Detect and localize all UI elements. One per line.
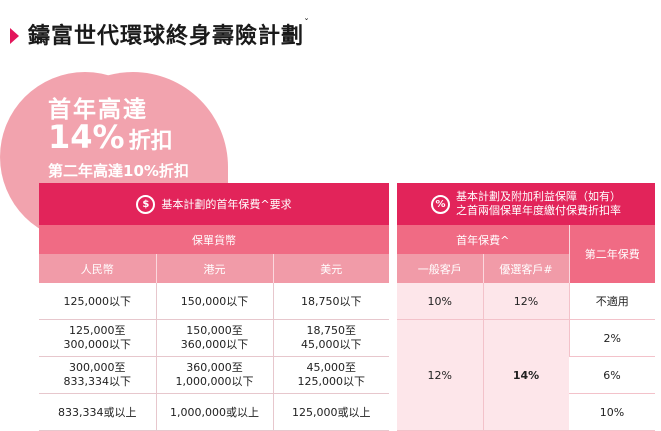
table-row: 6% <box>397 356 656 394</box>
premium-year-row: 首年保費^ 第二年保費 <box>397 225 656 283</box>
dollar-icon: $ <box>136 194 156 214</box>
merged-preferred-cell: 14% <box>482 319 569 431</box>
cell: 125,000至 300,000以下 <box>39 319 156 357</box>
merged-general-cell: 12% <box>397 319 483 431</box>
cell: 300,000至 833,334以下 <box>39 356 156 394</box>
cell: 18,750以下 <box>272 283 390 320</box>
policy-currency-label: 保單貨幣 <box>192 233 236 247</box>
col-preferred: 優選客戶# <box>482 254 569 283</box>
left-header-row: $ 基本計劃的首年保費^要求 <box>39 183 390 225</box>
cell: 10% <box>569 393 656 431</box>
cell: 10% <box>397 283 483 320</box>
cell: 125,000以下 <box>39 283 156 320</box>
col-usd: 美元 <box>272 254 390 283</box>
col-general: 一般客戶 <box>417 262 462 276</box>
left-header-text: 基本計劃的首年保費^要求 <box>161 198 292 211</box>
cell: 18,750至 45,000以下 <box>272 319 390 357</box>
first-year-label: 首年保費^ <box>456 233 510 247</box>
col-hkd: 港元 <box>155 254 273 283</box>
cell: 125,000或以上 <box>272 393 390 431</box>
table-row: 833,334或以上 1,000,000或以上 125,000或以上 <box>39 393 390 431</box>
cell: 45,000至 125,000以下 <box>272 356 390 394</box>
cell: 2% <box>568 319 656 357</box>
right-header-line1: 基本計劃及附加利益保障（如有） <box>456 190 621 203</box>
percent-icon: % <box>431 194 450 214</box>
table-row: 10% 12% 不適用 <box>397 283 656 320</box>
page-title: 鑄富世代環球終身壽險計劃ˇ <box>28 18 311 49</box>
cell: 150,000以下 <box>155 283 273 320</box>
table-row: 12% 14% 2% <box>397 319 656 431</box>
promo-line-3: 第二年高達10%折扣 <box>48 162 189 180</box>
col-rmb: 人民幣 <box>80 262 114 276</box>
cell: 833,334或以上 <box>39 393 156 431</box>
left-subheader-row: 保單貨幣 <box>39 225 390 254</box>
cell: 1,000,000或以上 <box>155 393 273 431</box>
table-row: 300,000至 833,334以下 360,000至 1,000,000以下 … <box>39 356 390 394</box>
cell: 150,000至 360,000以下 <box>155 319 273 357</box>
cell: 360,000至 1,000,000以下 <box>155 356 273 394</box>
premium-requirement-table: $ 基本計劃的首年保費^要求 保單貨幣 人民幣 港元 美元 125,000以下 … <box>39 183 390 431</box>
right-header-row: % 基本計劃及附加利益保障（如有） 之首兩個保單年度繳付保費折扣率 <box>397 183 656 225</box>
currency-header-row: 人民幣 港元 美元 <box>39 254 390 283</box>
table-row: 10% <box>397 393 656 431</box>
table-row: 125,000至 300,000以下 150,000至 360,000以下 18… <box>39 319 390 357</box>
cell: 不適用 <box>568 283 656 320</box>
title-arrow-icon <box>10 28 19 44</box>
cell: 6% <box>569 356 656 394</box>
second-year-label: 第二年保費 <box>568 225 656 283</box>
table-row: 125,000以下 150,000以下 18,750以下 <box>39 283 390 320</box>
right-header-line2: 之首兩個保單年度繳付保費折扣率 <box>456 204 621 217</box>
cell: 12% <box>482 283 569 320</box>
promo-line-2: 14% 折扣 <box>48 118 173 156</box>
discount-rate-table: % 基本計劃及附加利益保障（如有） 之首兩個保單年度繳付保費折扣率 首年保費^ … <box>397 183 656 431</box>
promo-line-1: 首年高達 <box>48 97 148 123</box>
